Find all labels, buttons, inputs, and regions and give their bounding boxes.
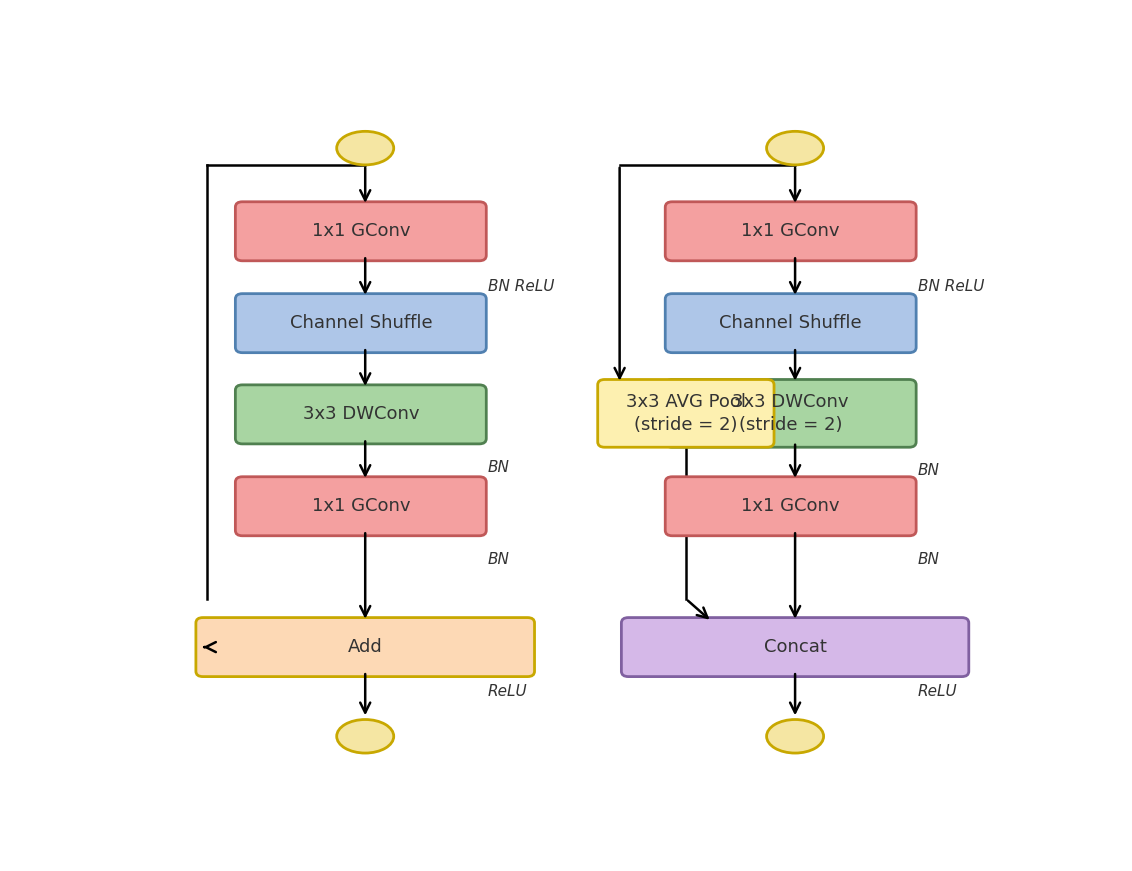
Text: ReLU: ReLU [488,684,528,699]
Text: BN: BN [488,460,509,475]
Text: 3x3 AVG Pool
(stride = 2): 3x3 AVG Pool (stride = 2) [626,393,746,434]
Ellipse shape [336,719,394,753]
FancyBboxPatch shape [666,476,916,536]
Text: BN: BN [918,551,940,567]
Text: 3x3 DWConv
(stride = 2): 3x3 DWConv (stride = 2) [732,393,849,434]
Text: BN: BN [918,463,940,477]
Ellipse shape [766,719,824,753]
FancyBboxPatch shape [598,380,774,447]
Text: BN ReLU: BN ReLU [918,280,985,294]
FancyBboxPatch shape [235,385,487,444]
FancyBboxPatch shape [235,294,487,353]
Text: 3x3 DWConv: 3x3 DWConv [302,405,419,423]
FancyBboxPatch shape [621,618,969,677]
FancyBboxPatch shape [235,476,487,536]
Text: Channel Shuffle: Channel Shuffle [720,314,861,332]
Ellipse shape [336,132,394,165]
Text: BN: BN [488,551,509,567]
FancyBboxPatch shape [235,202,487,260]
FancyBboxPatch shape [666,294,916,353]
Text: Add: Add [348,638,383,656]
Text: Channel Shuffle: Channel Shuffle [290,314,432,332]
Text: BN ReLU: BN ReLU [488,280,555,294]
Text: Concat: Concat [764,638,826,656]
Text: ReLU: ReLU [918,684,958,699]
Text: 1x1 GConv: 1x1 GConv [311,222,410,240]
FancyBboxPatch shape [666,202,916,260]
Text: 1x1 GConv: 1x1 GConv [311,497,410,516]
Ellipse shape [766,132,824,165]
FancyBboxPatch shape [666,380,916,447]
FancyBboxPatch shape [196,618,534,677]
Text: 1x1 GConv: 1x1 GConv [741,222,840,240]
Text: 1x1 GConv: 1x1 GConv [741,497,840,516]
